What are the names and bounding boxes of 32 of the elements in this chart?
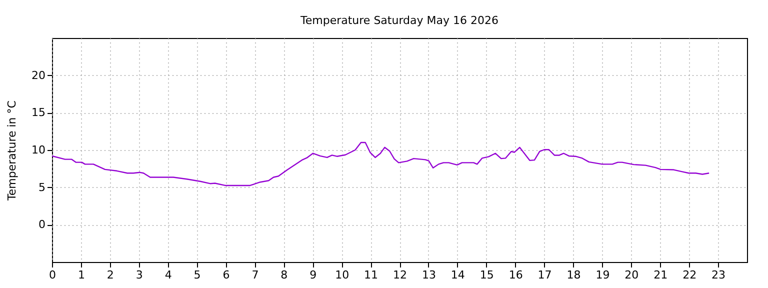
- line-series: [52, 142, 710, 186]
- x-tick-label: 20: [624, 268, 639, 282]
- y-axis-title: Temperature in °C: [6, 100, 19, 202]
- x-tick-label: 5: [194, 268, 201, 282]
- y-tick-label: 15: [32, 106, 46, 120]
- x-tick-label: 23: [712, 268, 726, 282]
- x-tick-label: 11: [364, 268, 378, 282]
- x-tick-label: 1: [78, 268, 85, 282]
- chart-title: Temperature Saturday May 16 2026: [300, 14, 498, 27]
- x-tick-label: 12: [393, 268, 407, 282]
- x-tick-label: 14: [450, 268, 465, 282]
- x-tick-label: 16: [508, 268, 523, 282]
- y-tick-label: 0: [38, 218, 46, 232]
- x-tick-label: 18: [566, 268, 581, 282]
- x-tick-label: 13: [422, 268, 436, 282]
- x-tick-label: 0: [49, 268, 56, 282]
- x-tick-label: 17: [538, 268, 552, 282]
- x-tick-label: 10: [335, 268, 350, 282]
- x-tick-label: 7: [252, 268, 259, 282]
- y-tick-label: 5: [38, 180, 46, 194]
- x-tick-label: 9: [310, 268, 317, 282]
- y-tick-label: 10: [32, 144, 46, 156]
- x-tick-label: 2: [106, 268, 114, 282]
- x-tick-label: 21: [654, 268, 668, 282]
- x-tick-label: 6: [222, 268, 230, 282]
- x-tick-label: 8: [280, 268, 288, 282]
- x-tick-label: 19: [596, 268, 610, 282]
- x-tick-label: 15: [480, 268, 494, 282]
- x-tick-label: 4: [164, 268, 172, 282]
- x-tick-label: 3: [136, 268, 143, 282]
- x-tick-label: 22: [682, 268, 697, 282]
- y-tick-label: 20: [32, 68, 46, 82]
